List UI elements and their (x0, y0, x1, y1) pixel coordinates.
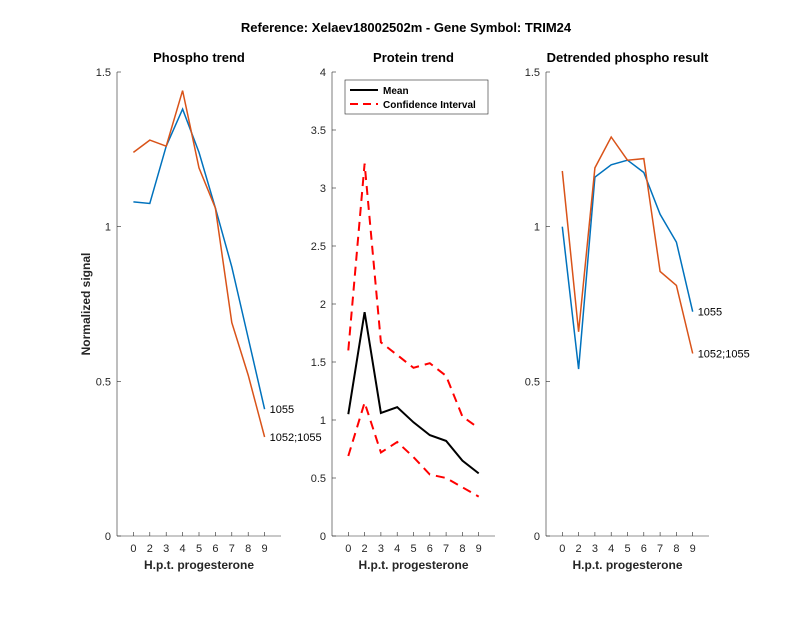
x-tick-label: 4 (608, 543, 614, 555)
y-tick-label: 0.5 (311, 473, 326, 485)
x-tick-label: 6 (212, 543, 218, 555)
series-end-label: 1052;1055 (270, 432, 322, 444)
x-tick-label: 2 (147, 543, 153, 555)
y-tick-label: 3 (320, 183, 326, 195)
x-tick-label: 4 (394, 543, 400, 555)
legend-label-mean: Mean (383, 86, 409, 97)
series-end-label: 1052;1055 (698, 348, 750, 360)
x-tick-label: 8 (245, 543, 251, 555)
y-tick-label: 2.5 (311, 241, 326, 253)
x-axis-label: H.p.t. progesterone (572, 558, 682, 572)
legend: Mean Confidence Interval (344, 79, 489, 115)
y-tick-label: 4 (320, 67, 326, 79)
series-line-1055 (133, 107, 266, 410)
y-tick-label: 0 (534, 531, 540, 543)
x-tick-label: 5 (410, 543, 416, 555)
x-tick-label: 8 (459, 543, 465, 555)
x-tick-label: 3 (163, 543, 169, 555)
y-tick-label: 0 (320, 531, 326, 543)
x-tick-label: 9 (262, 543, 268, 555)
x-tick-label: 4 (180, 543, 186, 555)
y-tick-label: 2 (320, 299, 326, 311)
legend-label-ci: Confidence Interval (383, 100, 476, 111)
x-tick-label: 7 (443, 543, 449, 555)
x-tick-label: 7 (229, 543, 235, 555)
series-line-1052-1055 (132, 90, 266, 438)
x-tick-label: 3 (592, 543, 598, 555)
y-tick-label: 0.5 (96, 376, 111, 388)
series-line-1052-1055 (561, 135, 694, 354)
x-tick-label: 9 (476, 543, 482, 555)
x-tick-label: 5 (624, 543, 630, 555)
series-line-mean (347, 311, 480, 475)
x-tick-label: 9 (690, 543, 696, 555)
y-tick-label: 1 (105, 222, 111, 234)
series-line-confidence-interval-lower- (347, 399, 480, 498)
panel-title: Protein trend (373, 50, 454, 65)
y-tick-label: 1 (534, 222, 540, 234)
y-tick-label: 1.5 (311, 357, 326, 369)
x-axis-label: H.p.t. progesterone (144, 558, 254, 572)
y-tick-label: 1.5 (525, 67, 540, 79)
x-tick-label: 6 (427, 543, 433, 555)
x-tick-label: 0 (345, 543, 351, 555)
x-tick-label: 5 (196, 543, 202, 555)
series-end-label: 1055 (270, 404, 294, 416)
x-tick-label: 2 (362, 543, 368, 555)
series-line-1055 (561, 159, 694, 370)
y-tick-label: 0.5 (525, 376, 540, 388)
panel-title: Phospho trend (153, 50, 245, 65)
series-end-label: 1055 (698, 307, 722, 319)
y-tick-label: 1 (320, 415, 326, 427)
x-tick-label: 7 (657, 543, 663, 555)
y-tick-label: 1.5 (96, 67, 111, 79)
y-tick-label: 3.5 (311, 125, 326, 137)
figure-suptitle: Reference: Xelaev18002502m - Gene Symbol… (241, 20, 572, 35)
panel-title: Detrended phospho result (547, 50, 709, 65)
x-tick-label: 8 (673, 543, 679, 555)
x-tick-label: 0 (559, 543, 565, 555)
x-tick-label: 0 (130, 543, 136, 555)
y-tick-label: 0 (105, 531, 111, 543)
series-line-confidence-interval-upper- (347, 163, 480, 429)
x-tick-label: 3 (378, 543, 384, 555)
x-axis-label: H.p.t. progesterone (358, 558, 468, 572)
legend-box (344, 79, 489, 115)
x-tick-label: 6 (641, 543, 647, 555)
x-tick-label: 2 (576, 543, 582, 555)
y-axis-label: Normalized signal (79, 253, 93, 356)
